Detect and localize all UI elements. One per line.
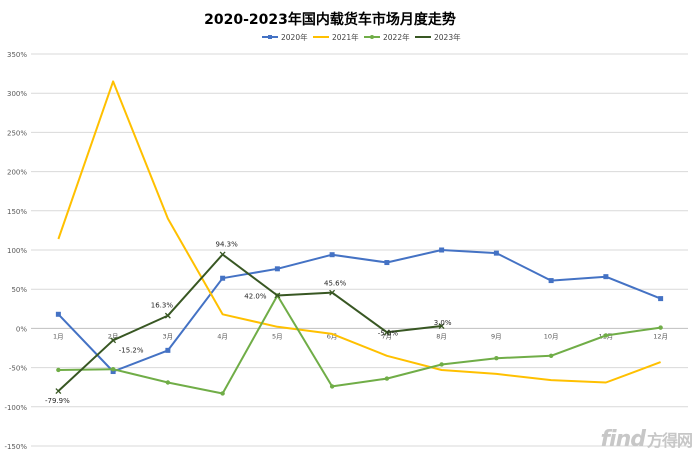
data-label: 16.3% bbox=[151, 302, 174, 310]
y-tick-label: 50% bbox=[11, 286, 27, 294]
series-2021年 bbox=[57, 80, 661, 384]
data-point bbox=[165, 347, 171, 353]
series-line bbox=[58, 294, 661, 395]
y-tick-label: 250% bbox=[7, 129, 27, 137]
x-tick-label: 1月 bbox=[53, 332, 64, 340]
data-point bbox=[658, 296, 664, 302]
data-point bbox=[110, 366, 116, 372]
y-tick-label: 300% bbox=[7, 90, 27, 98]
data-point bbox=[110, 369, 116, 375]
data-point bbox=[439, 247, 445, 253]
data-point bbox=[220, 275, 226, 281]
data-labels: -79.9% -15.2% 16.3% 94.3% 42.0% 45.6% -5.0% 3.0… bbox=[45, 240, 452, 405]
chart-title: 2020-2023年国内载货车市场月度走势 bbox=[204, 11, 456, 28]
x-tick-label: 2月 bbox=[108, 332, 119, 340]
data-point bbox=[220, 391, 225, 396]
x-tick-label: 7月 bbox=[382, 332, 393, 340]
data-point bbox=[55, 388, 62, 395]
y-tick-label: -150% bbox=[4, 443, 27, 451]
data-point bbox=[384, 260, 390, 266]
data-point bbox=[603, 274, 609, 280]
x-tick-label: 9月 bbox=[491, 332, 502, 340]
x-tick-label: 4月 bbox=[217, 332, 228, 340]
series-group bbox=[55, 80, 664, 396]
x-tick-label: 8月 bbox=[436, 332, 447, 340]
x-axis: 1月2月3月4月5月6月7月8月9月10月11月12月 bbox=[53, 332, 668, 340]
data-point bbox=[383, 329, 390, 336]
x-tick-label: 5月 bbox=[272, 332, 283, 340]
y-tick-label: 150% bbox=[7, 208, 27, 216]
data-point bbox=[219, 251, 226, 258]
data-point bbox=[603, 333, 609, 338]
y-tick-label: -50% bbox=[9, 365, 27, 373]
data-point bbox=[274, 292, 281, 299]
data-point bbox=[55, 311, 61, 317]
x-tick-label: 12月 bbox=[653, 332, 668, 340]
data-label: 94.3% bbox=[216, 240, 239, 248]
data-point bbox=[329, 289, 336, 296]
data-label: 45.6% bbox=[324, 280, 347, 288]
data-point bbox=[493, 250, 499, 256]
data-point bbox=[439, 362, 444, 367]
data-label: -15.2% bbox=[119, 346, 144, 354]
legend-label: 2022年 bbox=[383, 32, 410, 42]
data-point bbox=[548, 353, 554, 359]
data-point bbox=[165, 380, 171, 385]
data-point bbox=[548, 278, 554, 284]
series-line bbox=[57, 253, 442, 392]
data-point bbox=[658, 325, 663, 330]
data-label: 42.0% bbox=[244, 292, 267, 300]
legend-item: 2022年 bbox=[364, 32, 410, 42]
series-2020年 bbox=[55, 247, 664, 375]
legend-item: 2020年 bbox=[262, 32, 308, 42]
series-2023年 bbox=[55, 251, 445, 395]
legend-marker bbox=[268, 35, 272, 39]
legend-item: 2023年 bbox=[415, 32, 461, 42]
data-label: -79.9% bbox=[45, 397, 70, 405]
data-point bbox=[164, 312, 171, 319]
x-tick-label: 10月 bbox=[544, 332, 559, 340]
y-tick-label: 100% bbox=[7, 247, 27, 255]
series-line bbox=[57, 249, 661, 373]
watermark-logo: find 方得网 bbox=[600, 427, 693, 452]
series-line bbox=[57, 80, 661, 384]
data-point bbox=[274, 266, 280, 272]
data-label: -5.0% bbox=[378, 329, 399, 337]
x-tick-label: 3月 bbox=[163, 332, 174, 340]
x-tick-label: 6月 bbox=[327, 332, 338, 340]
y-tick-label: 350% bbox=[7, 51, 27, 59]
legend-label: 2020年 bbox=[281, 32, 308, 42]
data-point bbox=[56, 367, 61, 373]
gridlines bbox=[31, 53, 688, 447]
legend-label: 2023年 bbox=[434, 32, 461, 42]
y-tick-label: 0% bbox=[16, 325, 27, 333]
y-tick-label: -100% bbox=[4, 404, 27, 412]
data-point bbox=[384, 376, 390, 381]
legend-item: 2021年 bbox=[313, 32, 359, 42]
data-point bbox=[329, 252, 335, 258]
data-point bbox=[494, 355, 499, 361]
legend-label: 2021年 bbox=[332, 32, 359, 42]
y-axis: -150% -100% -50% 0% 50% 100% 150% 200% 250% 300% 3… bbox=[4, 51, 27, 451]
data-point bbox=[329, 384, 335, 389]
data-label: 3.0% bbox=[434, 319, 452, 327]
legend: 2020年 2021年 2022年 2023年 bbox=[262, 32, 461, 42]
data-point bbox=[110, 337, 117, 344]
y-tick-label: 200% bbox=[7, 169, 27, 177]
data-point bbox=[438, 323, 445, 330]
legend-marker bbox=[370, 35, 374, 39]
